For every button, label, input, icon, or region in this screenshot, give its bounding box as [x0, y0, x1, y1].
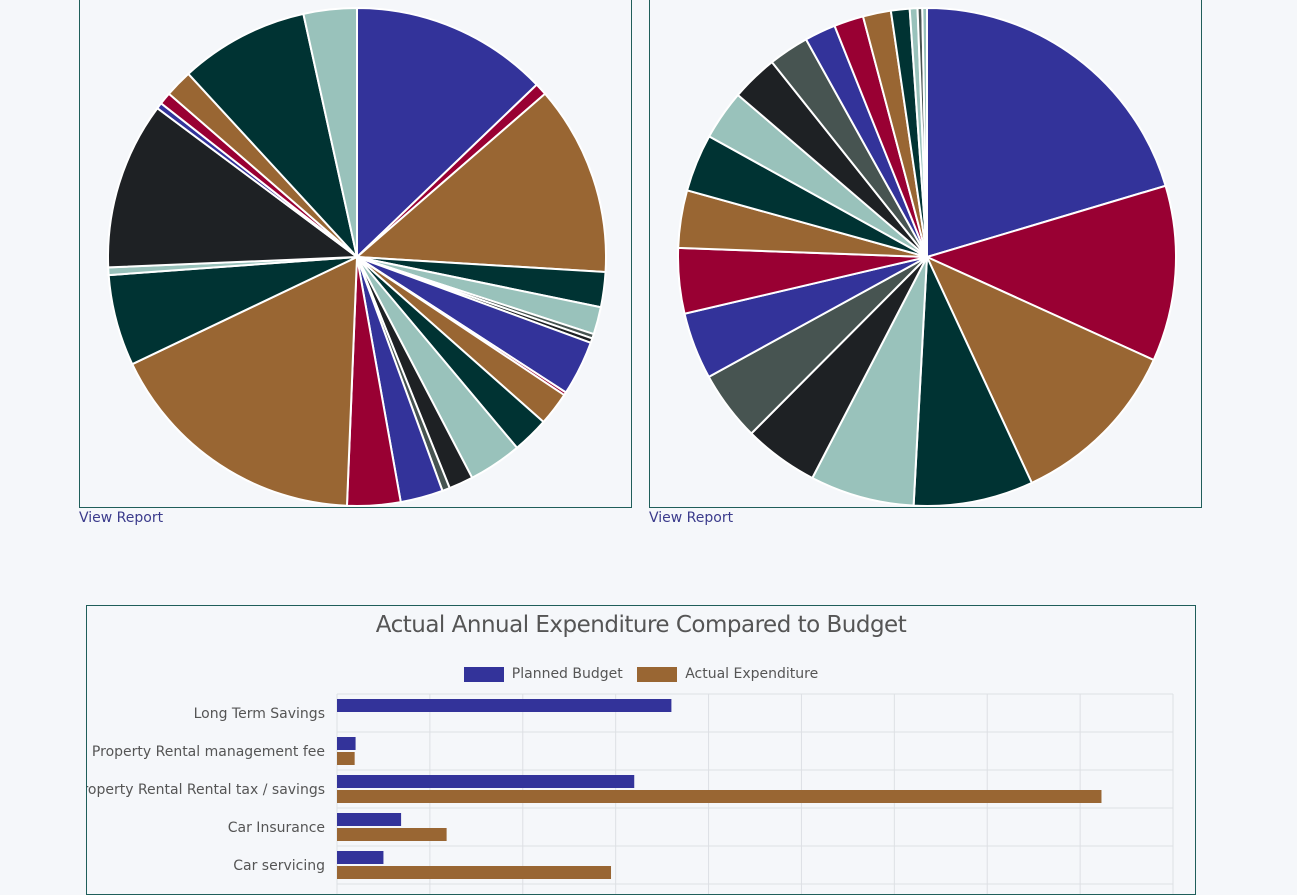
legend-item-actual-expenditure[interactable]: Actual Expenditure — [637, 666, 818, 682]
pie-right-slice[interactable] — [810, 256, 928, 507]
category-label: Property Rental management fee — [92, 744, 325, 760]
view-report-link-right[interactable]: View Report — [649, 510, 734, 526]
bar-actual-expenditure[interactable] — [337, 866, 612, 879]
category-label: Long Term Savings — [194, 706, 325, 722]
chart-title: Actual Annual Expenditure Compared to Bu… — [375, 612, 907, 638]
legend-item-planned-budget[interactable]: Planned Budget — [463, 666, 623, 682]
bar-planned-budget[interactable] — [337, 737, 356, 750]
bar-chart: Long Term Savings Property Rental managem… — [87, 693, 1174, 894]
legend-swatch-actual-expenditure — [637, 666, 678, 682]
view-report-link-left[interactable]: View Report — [79, 510, 164, 526]
category-label: Car servicing — [233, 858, 325, 874]
pie-right-slice[interactable] — [921, 6, 928, 258]
legend-label-actual-expenditure: Actual Expenditure — [685, 666, 819, 682]
pie-right-slice[interactable] — [912, 256, 1034, 507]
pie-left-slice[interactable] — [107, 106, 360, 269]
pie-chart-right[interactable] — [650, 0, 1202, 508]
legend-label-planned-budget: Planned Budget — [511, 666, 623, 682]
category-label: Property Rental Rental tax / savings — [87, 782, 325, 798]
bar-planned-budget[interactable] — [337, 851, 384, 864]
bar-planned-budget[interactable] — [337, 699, 672, 712]
pie-right-slice[interactable] — [924, 184, 1177, 362]
bar-actual-expenditure[interactable] — [337, 790, 1102, 803]
pie-right-slice[interactable] — [926, 6, 1167, 259]
pie-right-slice[interactable] — [924, 254, 1156, 485]
chart-legend: Planned Budget Actual Expenditure — [87, 666, 1195, 686]
pie-left-slice[interactable] — [302, 6, 358, 258]
pie-chart-right-panel — [649, 0, 1202, 508]
pie-chart-left[interactable] — [80, 0, 632, 508]
bar-actual-expenditure[interactable] — [337, 752, 355, 765]
pie-left-slice[interactable] — [130, 255, 359, 507]
category-label: Car Insurance — [228, 820, 325, 836]
bar-actual-expenditure[interactable] — [337, 828, 447, 841]
pie-left-slice[interactable] — [354, 92, 607, 274]
bar-planned-budget[interactable] — [337, 813, 402, 826]
pie-chart-left-panel — [79, 0, 632, 508]
legend-swatch-planned-budget — [463, 666, 504, 682]
bar-planned-budget[interactable] — [337, 775, 635, 788]
pie-left-slice[interactable] — [186, 12, 359, 261]
pie-left-slice[interactable] — [356, 6, 539, 260]
expenditure-bar-chart-panel: Actual Annual Expenditure Compared to Bu… — [86, 605, 1196, 895]
